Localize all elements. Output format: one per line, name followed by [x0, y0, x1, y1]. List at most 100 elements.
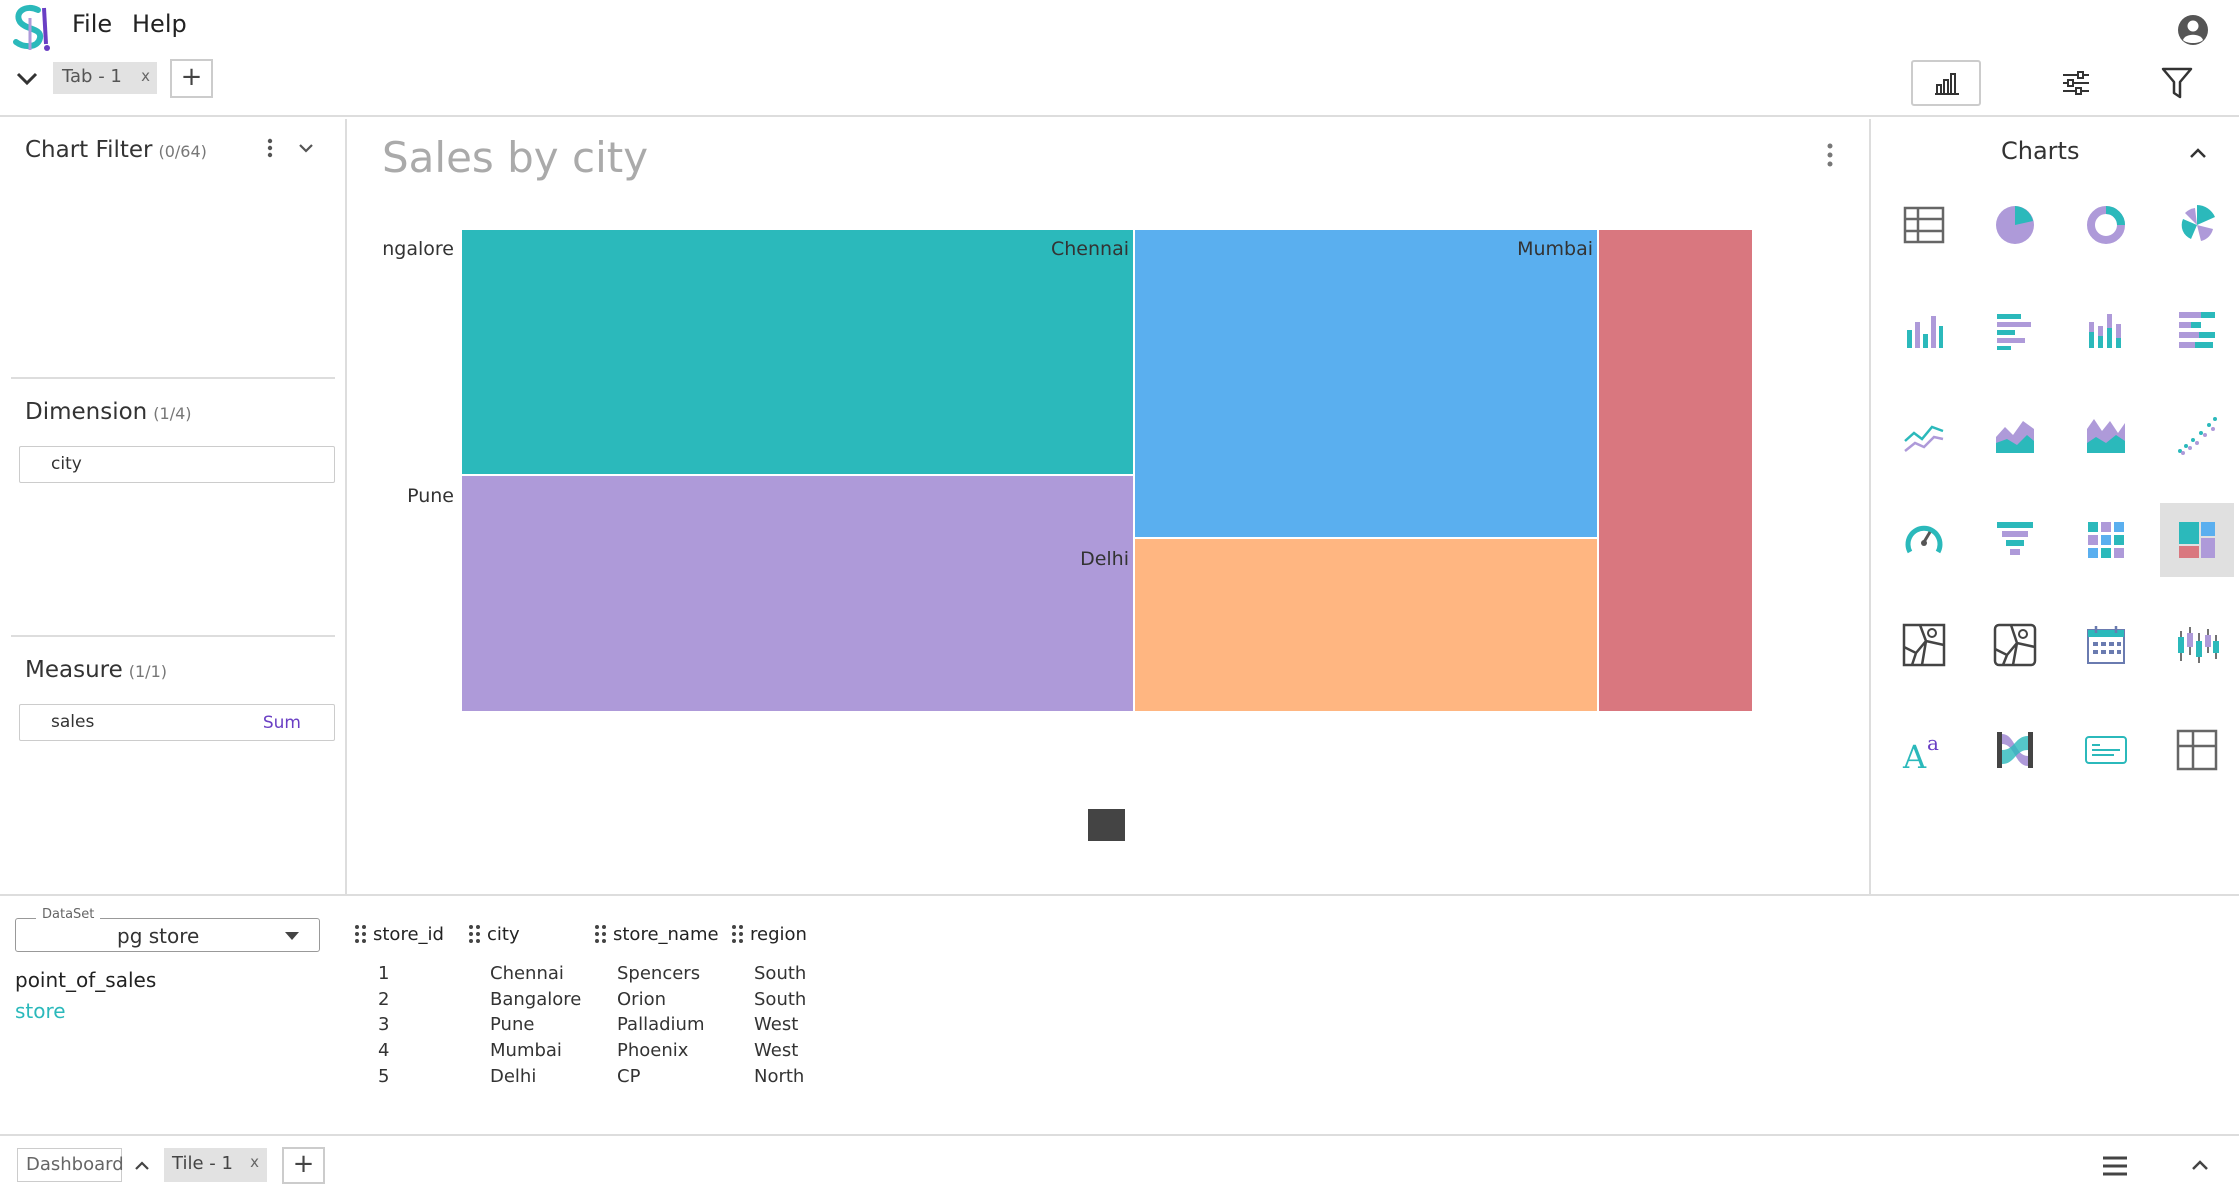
chart-type-stacked-bar[interactable] — [2069, 293, 2143, 367]
dashboard-button[interactable]: Dashboard — [17, 1148, 124, 1182]
area-chart-icon — [1996, 421, 2034, 453]
tab-close-icon[interactable]: x — [141, 67, 150, 85]
chevron-down-icon[interactable] — [298, 143, 314, 153]
chart-type-stacked-area[interactable] — [2069, 398, 2143, 472]
dimension-title: Dimension — [25, 399, 148, 425]
caret-down-icon — [285, 932, 299, 940]
app-logo-icon — [13, 4, 50, 51]
bar-chart-icon — [1935, 73, 1959, 95]
chart-type-simple-card[interactable] — [2069, 713, 2143, 787]
column-header-label: store_id — [373, 924, 444, 945]
user-account-icon[interactable] — [2177, 14, 2209, 46]
table-cell: CP — [617, 1066, 641, 1087]
add-tab-button[interactable]: + — [170, 59, 213, 98]
chart-type-line[interactable] — [1887, 398, 1961, 472]
dataset-select[interactable]: DataSet pg store — [15, 907, 320, 952]
table-cell: 2 — [378, 989, 390, 1010]
chart-type-heatmap[interactable] — [2069, 503, 2143, 577]
table-grid-icon — [1903, 206, 1945, 244]
filled-map-icon — [1993, 623, 2037, 667]
chart-view-button[interactable] — [1911, 60, 1981, 106]
settings-button[interactable] — [2041, 60, 2111, 106]
menu-hamburger-icon[interactable] — [2102, 1156, 2128, 1176]
column-header-store-id[interactable]: store_id — [355, 924, 444, 945]
drag-handle-icon[interactable] — [355, 924, 367, 943]
treemap-cell-bangalore[interactable] — [1599, 230, 1752, 711]
treemap-cell-chennai[interactable] — [462, 230, 1133, 474]
chart-type-bar[interactable] — [1887, 293, 1961, 367]
stacked-area-chart-icon — [2087, 419, 2125, 453]
chart-type-horizontal-bar[interactable] — [1978, 293, 2052, 367]
treemap-cell-pune[interactable] — [462, 476, 1133, 711]
stacked-column-chart-icon — [2089, 314, 2121, 348]
chart-type-table[interactable] — [2160, 713, 2234, 787]
treemap-label-mumbai: Mumbai — [1517, 238, 1593, 260]
chevron-up-icon[interactable] — [2189, 148, 2207, 159]
column-header-label: store_name — [613, 924, 719, 945]
chart-type-sankey[interactable] — [1978, 713, 2052, 787]
chart-type-calendar[interactable] — [2069, 608, 2143, 682]
more-vertical-icon[interactable] — [1826, 142, 1834, 168]
table-cell: West — [754, 1014, 799, 1035]
dimension-field[interactable]: city — [19, 446, 335, 483]
tile-1[interactable]: Tile - 1 x — [164, 1148, 267, 1182]
candlestick-chart-icon — [2178, 627, 2219, 663]
column-chart-icon — [1907, 316, 1943, 348]
chart-type-filled-map[interactable] — [1978, 608, 2052, 682]
chart-type-crosstab[interactable] — [1887, 188, 1961, 262]
column-header-region[interactable]: region — [732, 924, 807, 945]
rose-chart-icon — [2181, 205, 2215, 241]
measure-field[interactable]: sales Sum — [19, 704, 335, 741]
chart-type-pie[interactable] — [1978, 188, 2052, 262]
table-cell: Phoenix — [617, 1040, 689, 1061]
treemap-cell-delhi[interactable] — [1135, 539, 1597, 711]
more-vertical-icon[interactable] — [266, 138, 274, 160]
measure-field-label: sales — [51, 712, 95, 732]
legend-pager[interactable] — [1088, 809, 1125, 841]
tab-1[interactable]: Tab - 1 x — [53, 62, 157, 94]
aggregation-selector[interactable]: Sum — [262, 713, 301, 733]
column-header-store-name[interactable]: store_name — [595, 924, 719, 945]
drag-handle-icon[interactable] — [469, 924, 481, 943]
chart-type-rose[interactable] — [2160, 188, 2234, 262]
table-point-of-sales[interactable]: point_of_sales — [15, 968, 157, 992]
chart-type-scatter[interactable] — [2160, 398, 2234, 472]
table-cell: 3 — [378, 1014, 390, 1035]
svg-text:a: a — [1927, 731, 1939, 755]
chart-type-map[interactable] — [1887, 608, 1961, 682]
chart-type-treemap[interactable] — [2160, 503, 2234, 577]
footer-bar: Dashboard Tile - 1 x + — [0, 1136, 2239, 1195]
donut-chart-icon — [2087, 206, 2125, 244]
menu-help[interactable]: Help — [132, 10, 187, 38]
line-chart-icon — [1904, 425, 1944, 452]
chart-title[interactable]: Sales by city — [382, 133, 649, 182]
column-header-label: region — [750, 924, 807, 945]
chart-type-stacked-horizontal-bar[interactable] — [2160, 293, 2234, 367]
tile-close-icon[interactable]: x — [250, 1153, 259, 1171]
table-cell: Bangalore — [490, 989, 582, 1010]
table-cell: 4 — [378, 1040, 390, 1061]
filter-button[interactable] — [2141, 60, 2211, 106]
drag-handle-icon[interactable] — [732, 924, 744, 943]
menu-file[interactable]: File — [72, 10, 113, 38]
column-header-city[interactable]: city — [469, 924, 520, 945]
chevron-up-icon[interactable] — [2191, 1160, 2209, 1171]
table-store[interactable]: store — [15, 999, 66, 1023]
add-tile-button[interactable]: + — [282, 1147, 325, 1184]
dataset-label: DataSet — [36, 907, 101, 922]
chart-type-area[interactable] — [1978, 398, 2052, 472]
treemap-cell-mumbai[interactable] — [1135, 230, 1597, 537]
chart-filter-count: (0/64) — [158, 142, 207, 161]
chevron-up-icon[interactable] — [134, 1161, 150, 1171]
table-cell: Orion — [617, 989, 666, 1010]
chart-type-boxplot[interactable] — [2160, 608, 2234, 682]
chevron-down-icon[interactable] — [16, 72, 38, 86]
chart-type-donut[interactable] — [2069, 188, 2143, 262]
chart-type-funnel[interactable] — [1978, 503, 2052, 577]
chart-type-gauge[interactable] — [1887, 503, 1961, 577]
drag-handle-icon[interactable] — [595, 924, 607, 943]
horizontal-bar-chart-icon — [1997, 314, 2031, 350]
table-cell: North — [754, 1066, 805, 1087]
